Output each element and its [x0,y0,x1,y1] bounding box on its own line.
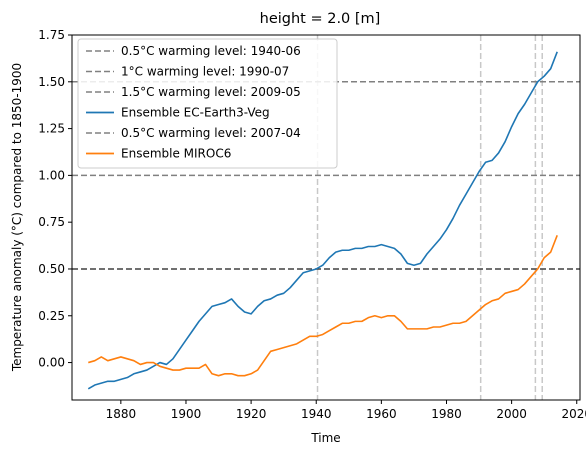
x-tick-label: 2000 [496,407,527,421]
series-line-1 [88,234,558,377]
y-tick-label: 1.00 [38,168,65,182]
y-tick-label: 0.00 [38,356,65,370]
chart-title: height = 2.0 [m] [260,11,381,27]
legend-label: 1.5°C warming level: 2009-05 [121,85,301,99]
y-tick-label: 1.75 [38,28,65,42]
legend-label: 0.5°C warming level: 2007-04 [121,126,301,140]
y-axis-label: Temperature anomaly (°C) compared to 185… [10,63,24,372]
x-tick-label: 1940 [301,407,332,421]
x-tick-label: 1900 [171,407,202,421]
x-axis-label: Time [310,431,340,445]
y-tick-label: 0.75 [38,215,65,229]
y-tick-label: 0.50 [38,262,65,276]
legend-label: Ensemble MIROC6 [121,147,231,161]
legend-box [77,38,338,169]
x-tick-label: 1920 [236,407,267,421]
y-tick-label: 0.25 [38,309,65,323]
series-line-0 [87,51,558,390]
x-tick-label: 1880 [106,407,137,421]
plot-area-frame [71,34,581,401]
y-axis: 0.00 0.25 0.50 0.75 1.00 1.25 1.50 1.75 [38,28,72,370]
legend-label: 1°C warming level: 1990-07 [121,65,289,79]
legend: 0.5°C warming level: 1940-06 1°C warming … [77,38,338,169]
x-tick-label: 1980 [431,407,462,421]
x-tick-label: 1960 [366,407,397,421]
legend-label: Ensemble EC-Earth3-Veg [121,106,270,120]
y-tick-label: 1.50 [38,75,65,89]
y-tick-label: 1.25 [38,122,65,136]
legend-label: 0.5°C warming level: 1940-06 [121,44,301,58]
